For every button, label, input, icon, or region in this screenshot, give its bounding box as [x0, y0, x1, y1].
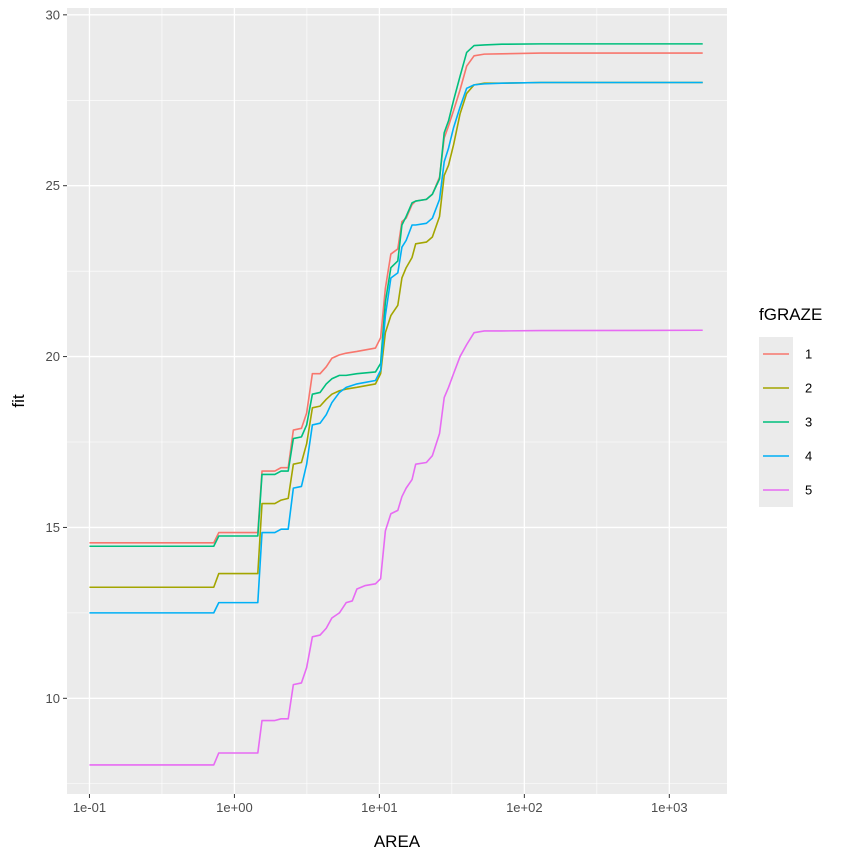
series-line-2	[89, 81, 703, 589]
series-lines	[89, 43, 703, 766]
series-line-1	[89, 52, 703, 544]
series-line-5	[89, 329, 703, 766]
legend-label: 1	[805, 347, 812, 362]
x-axis: 1e-01 1e+00 1e+01 1e+02 1e+03	[73, 794, 688, 815]
legend-label: 2	[805, 381, 812, 396]
x-axis-title: AREA	[374, 832, 421, 851]
legend-title: fGRAZE	[759, 305, 822, 324]
y-axis-title: fit	[9, 394, 28, 408]
x-tick-label: 1e+01	[361, 800, 398, 815]
series-line-3	[89, 43, 703, 548]
y-tick-label: 15	[46, 520, 60, 535]
x-tick-label: 1e-01	[73, 800, 106, 815]
legend-label: 4	[805, 449, 812, 464]
x-tick-label: 1e+02	[506, 800, 543, 815]
legend-label: 3	[805, 415, 812, 430]
series-line-4	[89, 81, 703, 614]
x-tick-label: 1e+03	[651, 800, 688, 815]
plot-panel	[67, 8, 727, 794]
x-tick-label: 1e+00	[216, 800, 253, 815]
major-gridlines	[67, 8, 727, 794]
y-axis: 10 15 20 25 30	[46, 7, 67, 706]
y-tick-label: 10	[46, 691, 60, 706]
minor-gridlines	[67, 8, 727, 794]
legend-label: 5	[805, 483, 812, 498]
y-tick-label: 30	[46, 7, 60, 22]
y-tick-label: 25	[46, 178, 60, 193]
legend: fGRAZE 1 2 3 4 5	[759, 305, 822, 507]
y-tick-label: 20	[46, 349, 60, 364]
